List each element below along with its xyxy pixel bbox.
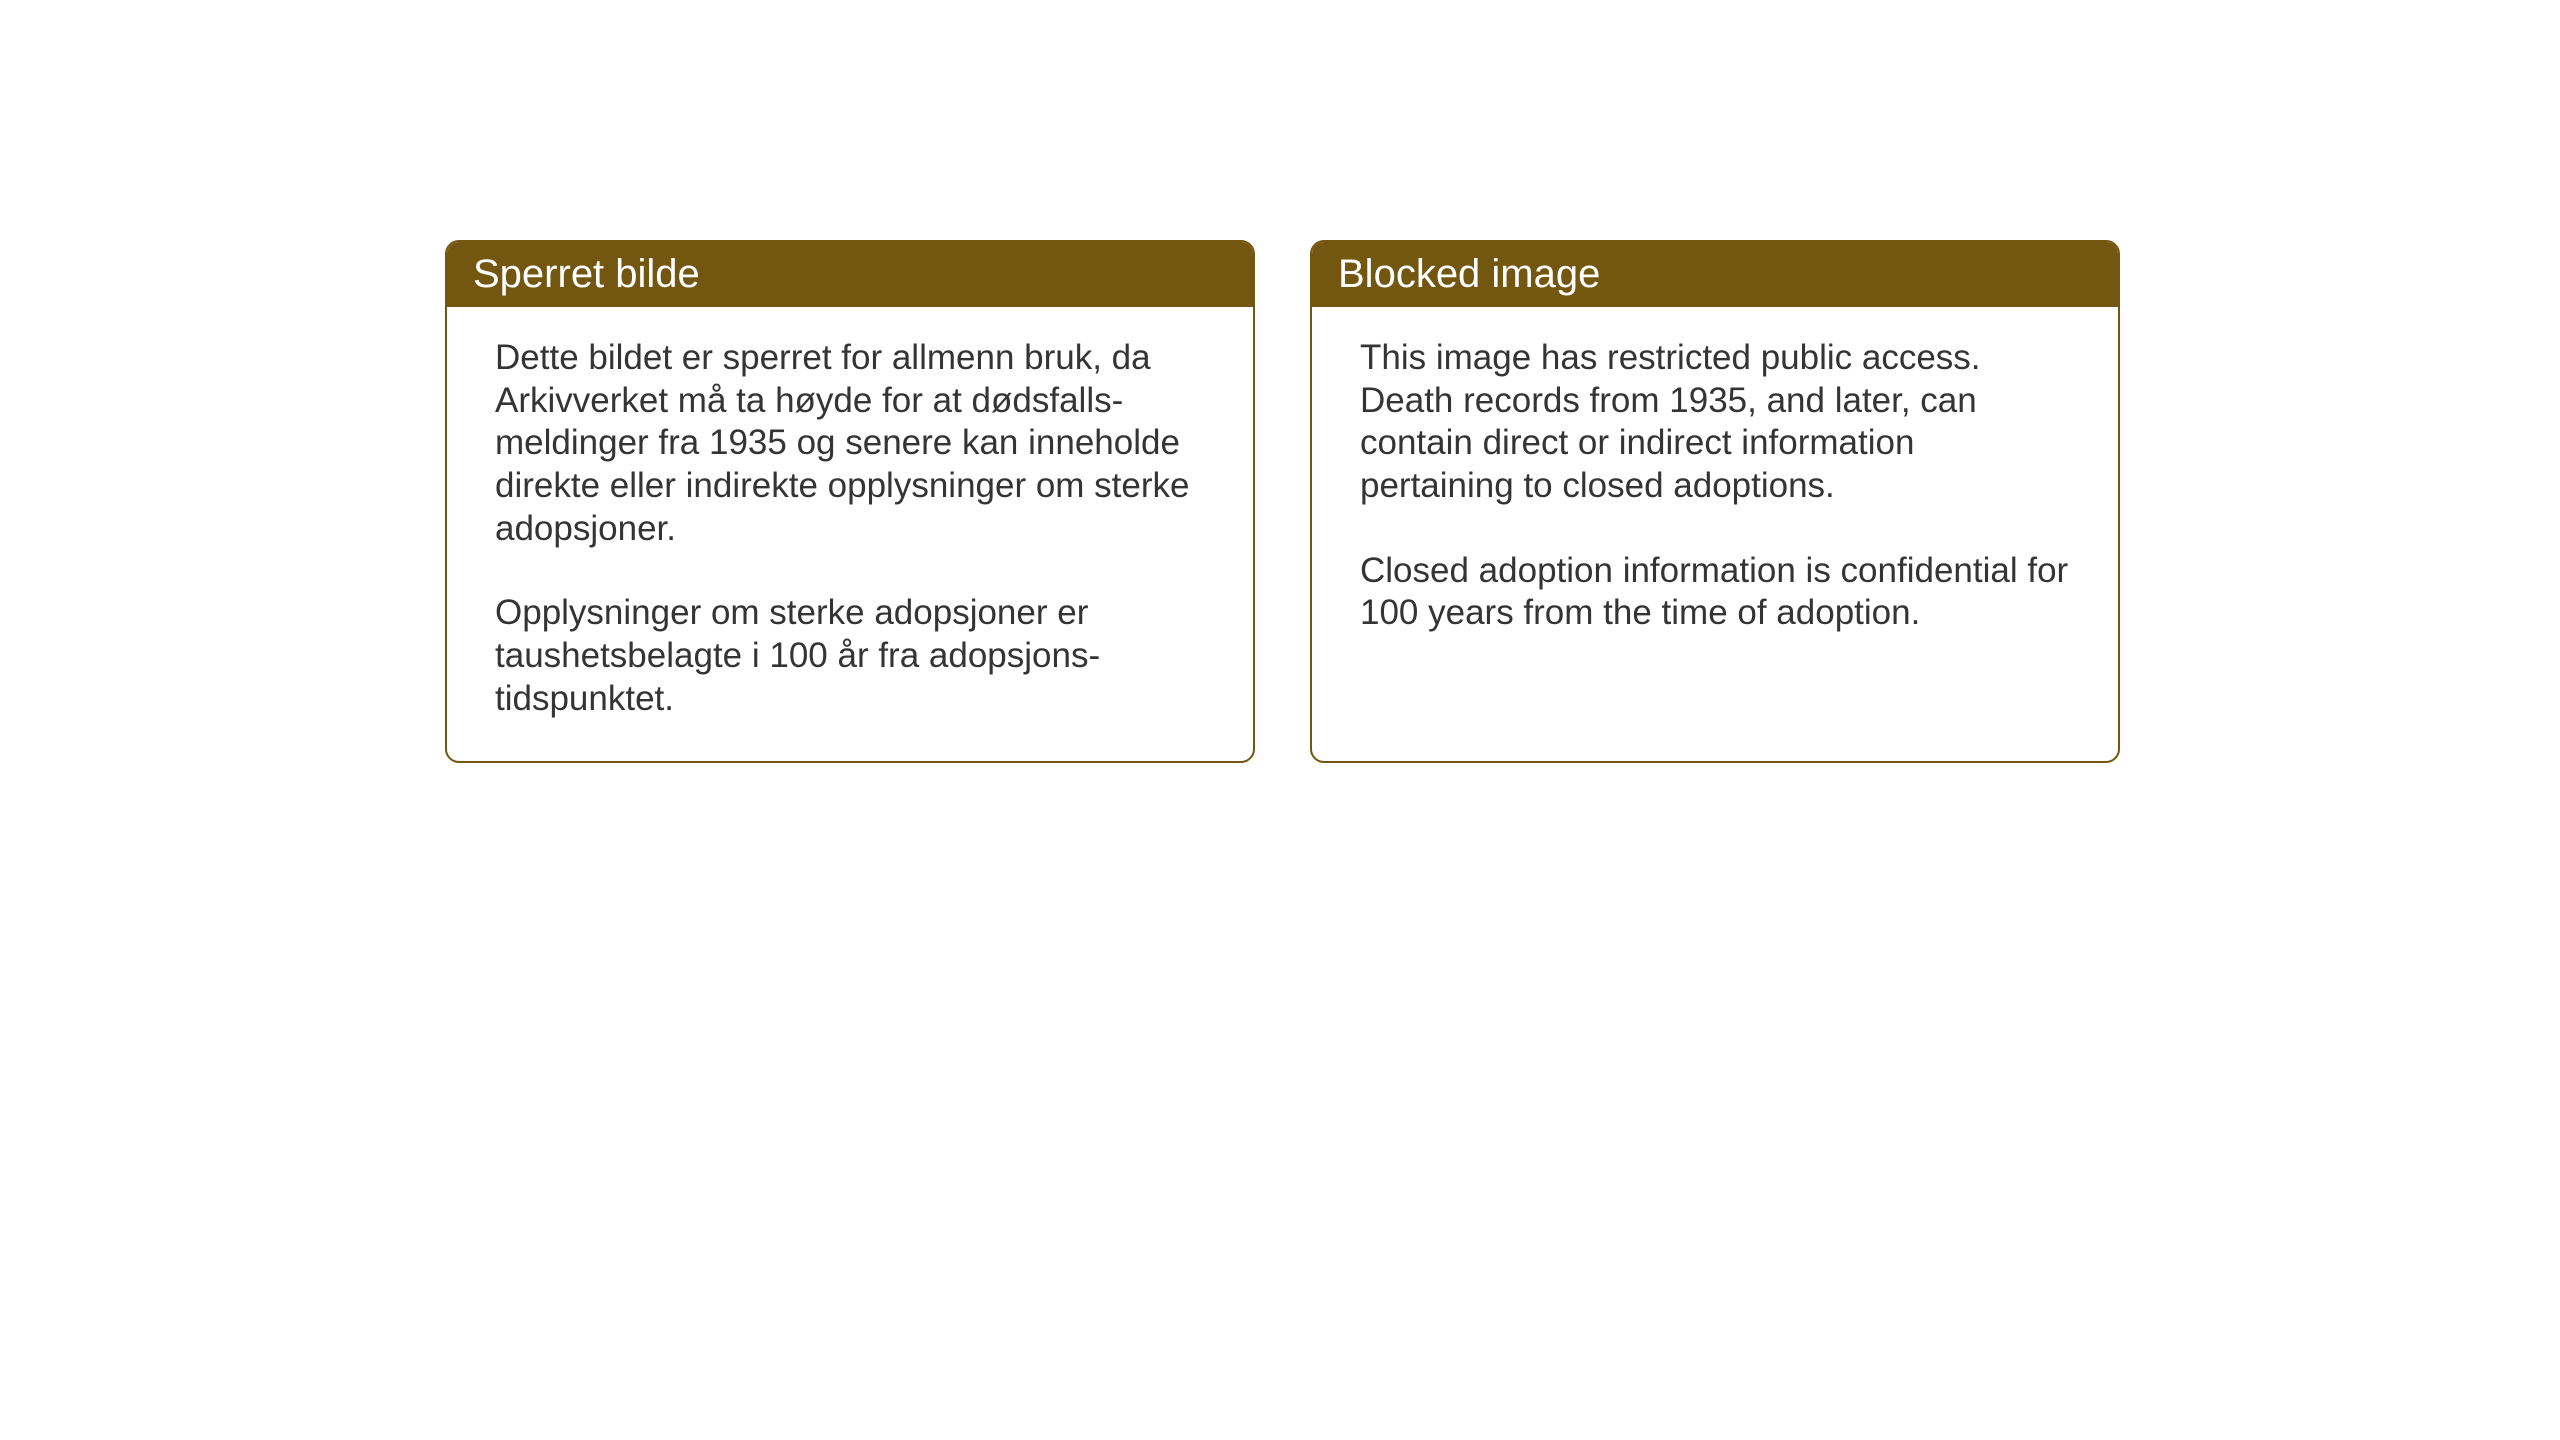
english-paragraph-1: This image has restricted public access.… [1360,337,2070,508]
english-paragraph-2: Closed adoption information is confident… [1360,550,2070,635]
norwegian-notice-body: Dette bildet er sperret for allmenn bruk… [447,307,1253,761]
english-notice-title: Blocked image [1312,242,2118,307]
norwegian-notice-title: Sperret bilde [447,242,1253,307]
norwegian-notice-card: Sperret bilde Dette bildet er sperret fo… [445,240,1255,763]
norwegian-paragraph-2: Opplysninger om sterke adopsjoner er tau… [495,592,1205,720]
notice-container: Sperret bilde Dette bildet er sperret fo… [445,240,2120,763]
norwegian-paragraph-1: Dette bildet er sperret for allmenn bruk… [495,337,1205,550]
english-notice-body: This image has restricted public access.… [1312,307,2118,742]
english-notice-card: Blocked image This image has restricted … [1310,240,2120,763]
